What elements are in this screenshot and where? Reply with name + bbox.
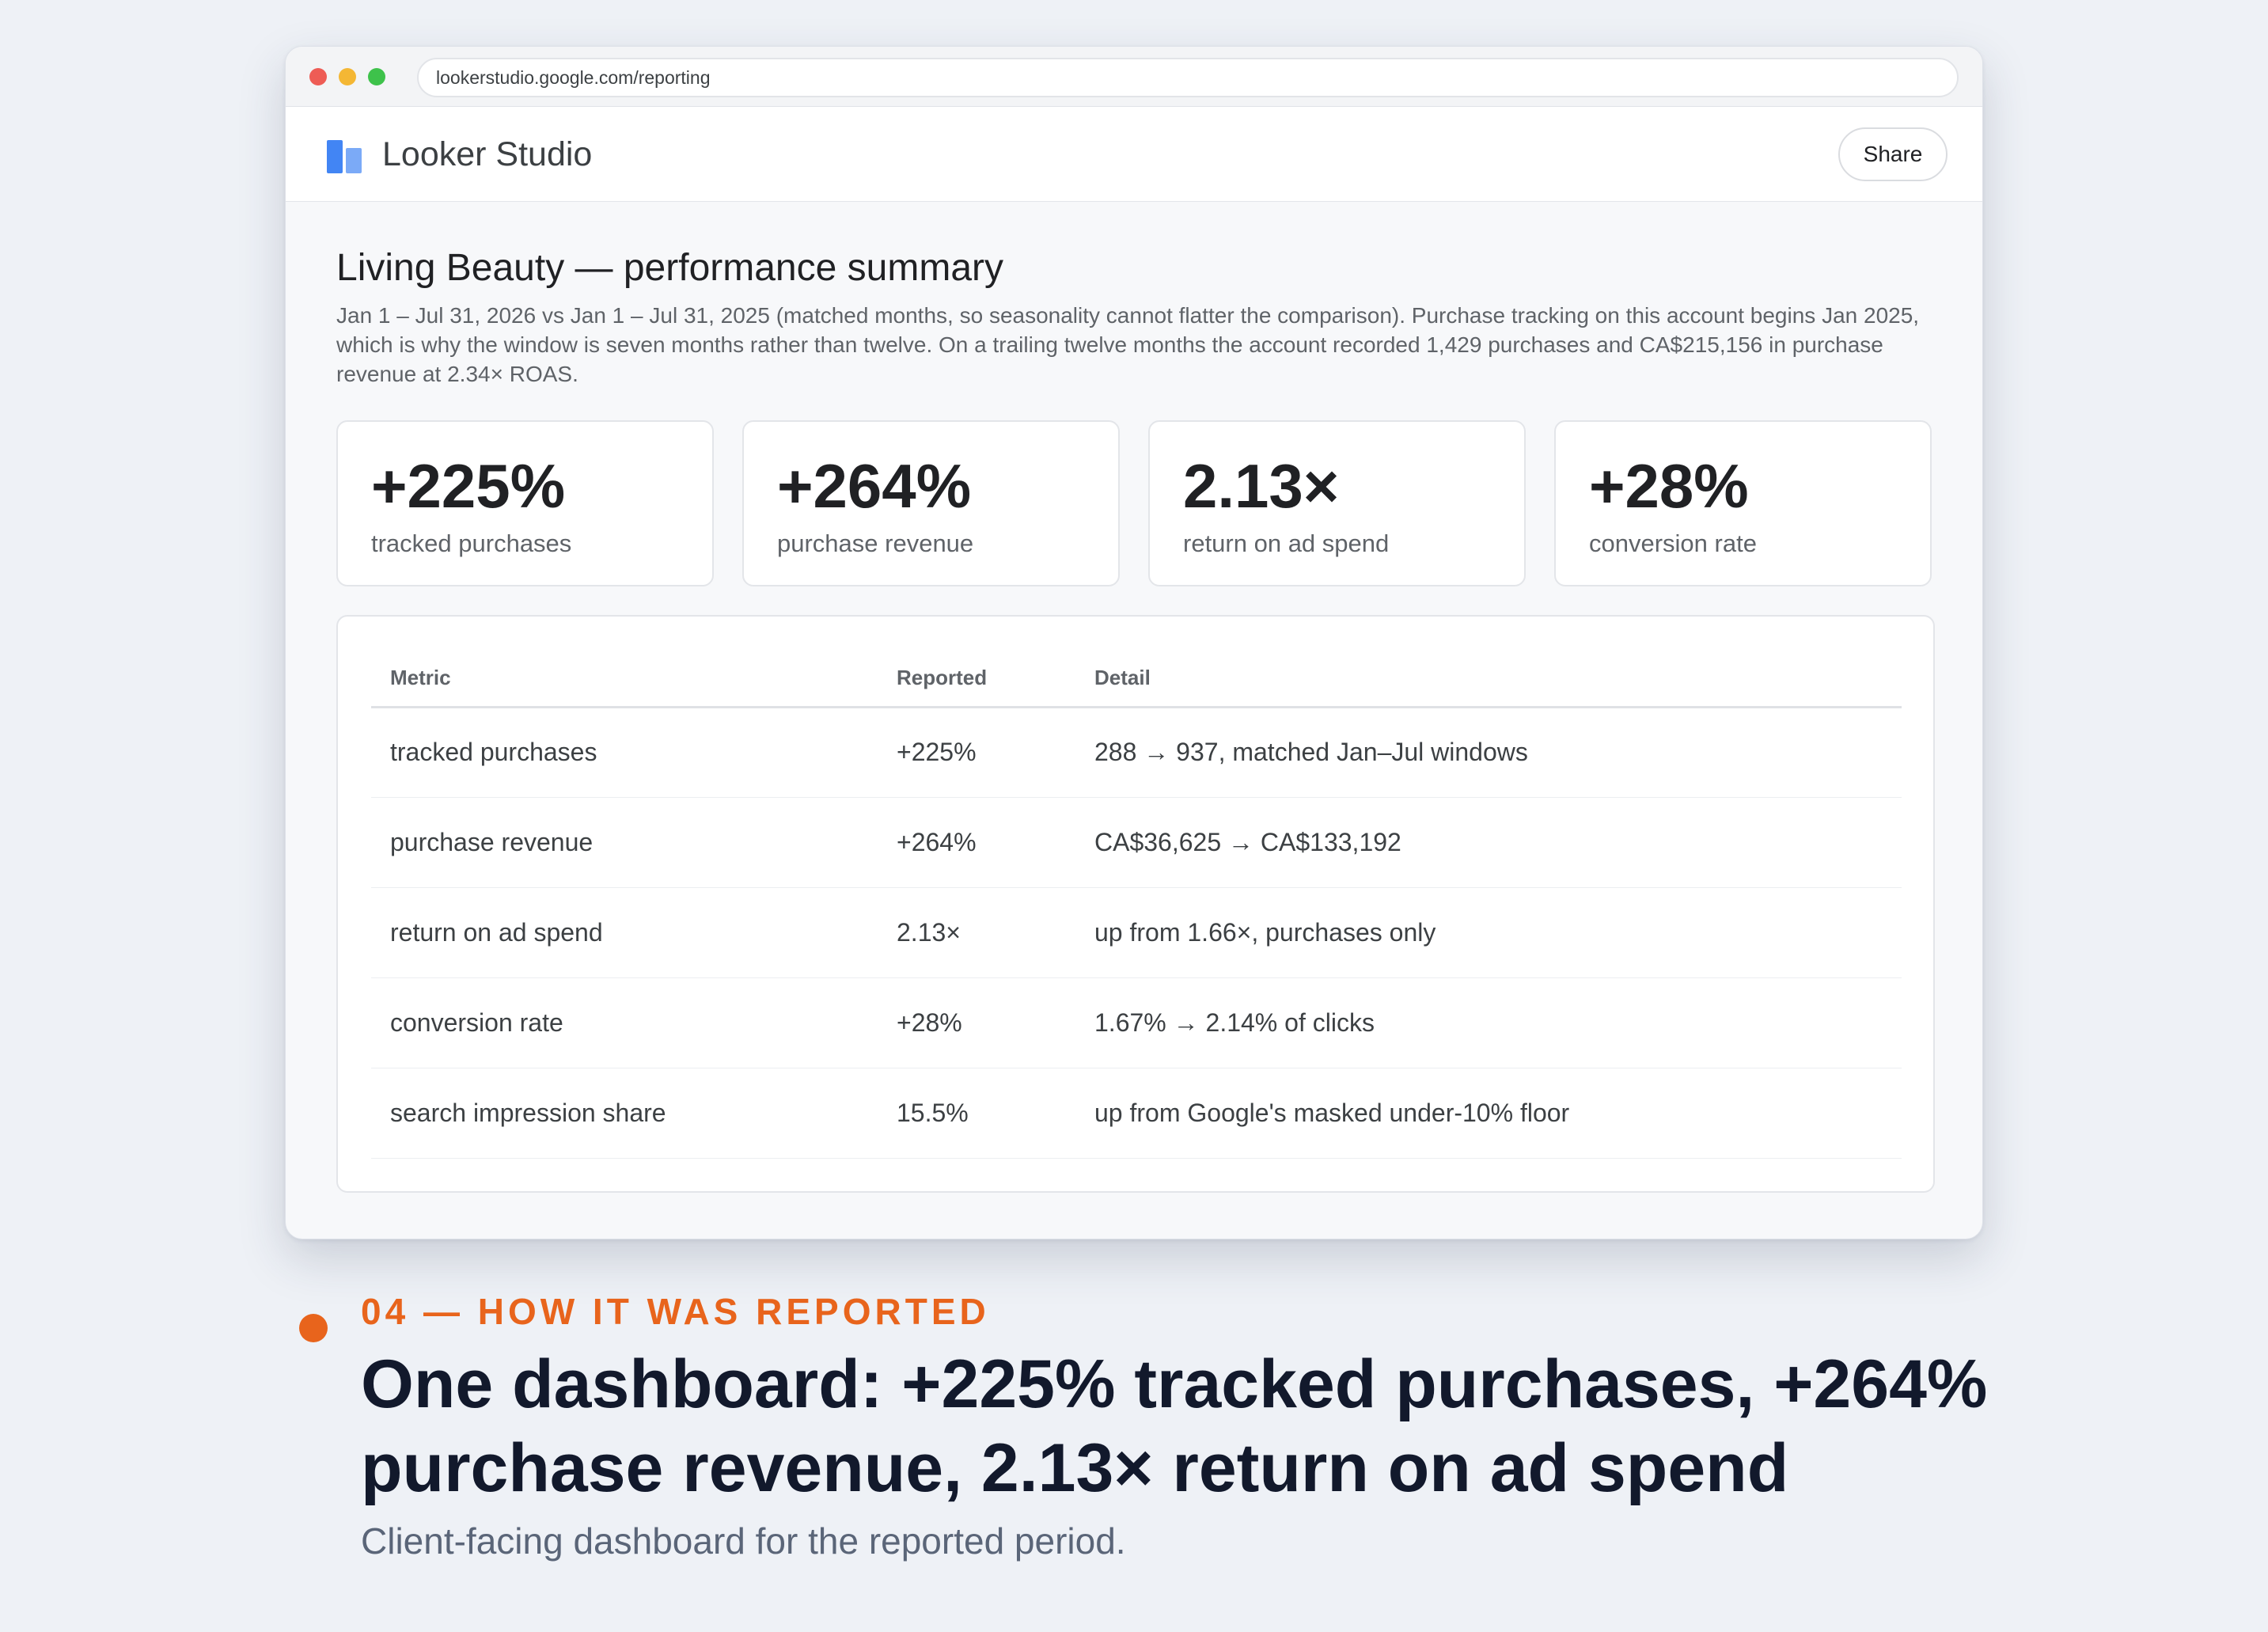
metrics-table-card: Metric Reported Detail tracked purchases…: [336, 615, 1935, 1193]
cell-reported: 2.13×: [878, 887, 1075, 978]
column-header-reported: Reported: [878, 650, 1075, 708]
table-row: purchase revenue +264% CA$36,625 → CA$13…: [371, 797, 1902, 888]
cell-detail: 1.67% → 2.14% of clicks: [1075, 977, 1902, 1068]
kpi-value: +225%: [371, 451, 566, 521]
browser-window: lookerstudio.google.com/reporting Looker…: [285, 46, 1983, 1239]
kpi-label: return on ad spend: [1183, 529, 1390, 557]
kpi-label: purchase revenue: [777, 529, 974, 557]
maximize-window-button[interactable]: [368, 68, 385, 85]
kpi-card: +225% tracked purchases: [336, 420, 714, 586]
cell-metric: conversion rate: [371, 977, 878, 1068]
kpi-card: +264% purchase revenue: [742, 420, 1120, 586]
kpi-card: +28% conversion rate: [1554, 420, 1932, 586]
cell-metric: return on ad spend: [371, 887, 878, 978]
report-title: Living Beauty — performance summary: [336, 247, 1003, 289]
table-row: conversion rate +28% 1.67% → 2.14% of cl…: [371, 977, 1902, 1068]
kpi-card: 2.13× return on ad spend: [1148, 420, 1526, 586]
cell-reported: +225%: [878, 707, 1075, 798]
table-row: search impression share 15.5% up from Go…: [371, 1068, 1902, 1159]
table-header-row: Metric Reported Detail: [371, 650, 1902, 708]
report-description: Jan 1 – Jul 31, 2026 vs Jan 1 – Jul 31, …: [336, 303, 1920, 386]
column-header-metric: Metric: [371, 650, 878, 708]
caption-headline: One dashboard: +225% tracked purchases, …: [361, 1346, 1988, 1506]
address-bar[interactable]: lookerstudio.google.com/reporting: [417, 58, 1959, 97]
cell-metric: tracked purchases: [371, 707, 878, 798]
section-eyebrow: 04 — HOW IT WAS REPORTED: [361, 1291, 990, 1332]
share-button[interactable]: Share: [1838, 127, 1948, 181]
bullet-dot-icon: [299, 1314, 328, 1342]
kpi-value: +264%: [777, 451, 972, 521]
kpi-label: conversion rate: [1589, 529, 1757, 557]
caption-subline: Client-facing dashboard for the reported…: [361, 1520, 1126, 1562]
cell-detail: up from 1.66×, purchases only: [1075, 887, 1902, 978]
kpi-value: 2.13×: [1183, 451, 1340, 521]
table-row: tracked purchases +225% 288 → 937, match…: [371, 707, 1902, 798]
kpi-value: +28%: [1589, 451, 1749, 521]
app-name: Looker Studio: [382, 135, 593, 173]
cell-reported: +28%: [878, 977, 1075, 1068]
report-canvas: Living Beauty — performance summary Jan …: [286, 202, 1982, 1193]
looker-studio-logo-icon: [327, 140, 362, 173]
cell-detail: 288 → 937, matched Jan–Jul windows: [1075, 707, 1902, 798]
cell-reported: +264%: [878, 797, 1075, 888]
kpi-label: tracked purchases: [371, 529, 572, 557]
app-header: Looker Studio Share: [286, 107, 1982, 202]
minimize-window-button[interactable]: [339, 68, 356, 85]
cell-metric: purchase revenue: [371, 797, 878, 888]
cell-metric: search impression share: [371, 1068, 878, 1159]
column-header-detail: Detail: [1075, 650, 1902, 708]
cell-detail: CA$36,625 → CA$133,192: [1075, 797, 1902, 888]
close-window-button[interactable]: [309, 68, 327, 85]
cell-reported: 15.5%: [878, 1068, 1075, 1159]
metrics-table: Metric Reported Detail tracked purchases…: [371, 650, 1902, 1159]
cell-detail: up from Google's masked under-10% floor: [1075, 1068, 1902, 1159]
table-row: return on ad spend 2.13× up from 1.66×, …: [371, 887, 1902, 978]
browser-chrome: lookerstudio.google.com/reporting: [286, 47, 1982, 107]
kpi-row: +225% tracked purchases +264% purchase r…: [336, 420, 1932, 586]
